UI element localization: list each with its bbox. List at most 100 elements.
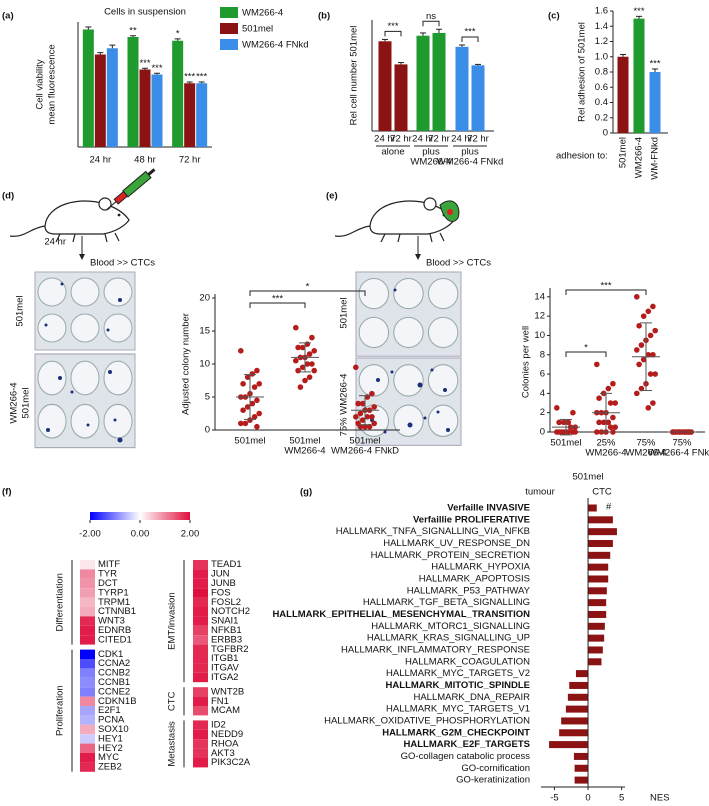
heat-cell bbox=[80, 687, 95, 697]
gene-label: PIK3C2A bbox=[211, 757, 251, 768]
heat-cell bbox=[193, 588, 208, 598]
illustrations bbox=[9, 168, 462, 449]
bracket bbox=[565, 351, 607, 357]
data-point bbox=[645, 308, 652, 315]
bar bbox=[588, 610, 607, 618]
y-tick-label: 5 bbox=[205, 392, 210, 403]
bar bbox=[588, 563, 609, 571]
bar bbox=[151, 74, 163, 147]
bar bbox=[573, 752, 589, 760]
y-axis-label: Colonies per well bbox=[521, 326, 532, 398]
group-label: Metastasis bbox=[167, 721, 178, 767]
data-point bbox=[640, 356, 647, 363]
y-tick-label: 1.4 bbox=[595, 21, 608, 32]
data-point bbox=[610, 380, 616, 387]
gene-label: MITF bbox=[98, 559, 120, 570]
y-tick-label: 6 bbox=[540, 369, 545, 380]
y-tick-label: 0 bbox=[205, 425, 210, 436]
data-point bbox=[652, 327, 658, 334]
bar bbox=[588, 622, 605, 630]
data-point bbox=[371, 420, 378, 427]
heat-cell bbox=[193, 616, 208, 626]
data-point bbox=[254, 423, 260, 430]
heat-cell bbox=[80, 724, 95, 735]
bar bbox=[574, 776, 589, 784]
gene-label: JUNB bbox=[211, 578, 236, 589]
y-tick-label: 0.6 bbox=[595, 82, 608, 93]
significance: *** bbox=[464, 26, 475, 37]
heat-cell bbox=[193, 739, 208, 749]
heat-cell bbox=[193, 672, 208, 683]
data-point bbox=[238, 420, 244, 427]
row-label: Verfaillie PROLIFERATIVE bbox=[413, 514, 530, 525]
gene-label: HEY2 bbox=[98, 743, 123, 754]
row-label: HALLMARK_EPITHELIAL_MESENCHYMAL_TRANSITI… bbox=[272, 609, 530, 620]
bar bbox=[471, 65, 485, 131]
data-point bbox=[634, 347, 640, 353]
significance: *** bbox=[196, 72, 207, 83]
heat-cell bbox=[193, 578, 208, 589]
bar bbox=[588, 551, 611, 559]
data-point bbox=[612, 400, 618, 406]
heat-cell bbox=[80, 743, 95, 753]
gene-label: ITGB1 bbox=[211, 653, 238, 664]
x-tick-label: 501mel bbox=[289, 436, 320, 447]
data-point bbox=[247, 417, 253, 423]
bar bbox=[588, 575, 609, 583]
x-tick-label: WM266-4 FNkD bbox=[648, 448, 709, 459]
significance: *** bbox=[184, 72, 195, 83]
data-point bbox=[297, 384, 304, 390]
bar bbox=[588, 504, 597, 512]
gene-label: NEDD9 bbox=[211, 729, 243, 740]
row-label: HALLMARK_TGF_BETA_SIGNALLING bbox=[363, 597, 530, 608]
column-label: tumour bbox=[525, 487, 555, 498]
row-label: HALLMARK_MTORC1_SIGNALLING bbox=[371, 621, 530, 632]
significance: * bbox=[306, 282, 310, 293]
gene-label: FN1 bbox=[211, 696, 229, 707]
data-point bbox=[554, 405, 560, 411]
gene-label: CDKN1B bbox=[98, 696, 137, 707]
x-tick-label: 24 hr bbox=[412, 134, 434, 145]
gene-label: TYR bbox=[98, 569, 117, 580]
gene-label: WNT2B bbox=[211, 686, 244, 697]
row-label: HALLMARK_KRAS_SIGNALLING_UP bbox=[367, 633, 530, 644]
group-label: EMT/invasion bbox=[167, 592, 178, 650]
data-point bbox=[645, 405, 652, 411]
bar bbox=[94, 54, 106, 147]
heat-cell bbox=[80, 659, 95, 669]
caption: Blood >> CTCs bbox=[426, 258, 491, 269]
significance: *** bbox=[600, 281, 611, 292]
y-tick-label: 10 bbox=[199, 359, 210, 370]
data-point bbox=[647, 371, 654, 377]
data-point bbox=[240, 407, 246, 414]
data-point bbox=[244, 404, 251, 410]
x-tick-label: 24 hr bbox=[90, 155, 112, 166]
bar bbox=[549, 741, 589, 749]
data-point bbox=[306, 374, 313, 381]
y-tick-label: 0 bbox=[603, 128, 608, 139]
group-label: WM266-4 bbox=[410, 157, 451, 168]
y-tick-label: 1.0 bbox=[595, 51, 608, 62]
data-point bbox=[594, 429, 600, 435]
gene-label: AKT3 bbox=[211, 748, 235, 759]
data-point bbox=[242, 420, 249, 427]
data-point bbox=[306, 351, 313, 357]
y-tick-label: 0.4 bbox=[595, 97, 608, 108]
data-point bbox=[638, 342, 645, 348]
data-point bbox=[369, 390, 375, 397]
x-axis-label: NES bbox=[650, 793, 670, 804]
heat-cell bbox=[80, 649, 95, 659]
column-label: CTC bbox=[592, 487, 612, 498]
data-point bbox=[634, 390, 640, 397]
gene-label: MCAM bbox=[211, 705, 240, 716]
row-label: HALLMARK_OXIDATIVE_PHOSPHORYLATION bbox=[324, 715, 530, 726]
row-label: GO-keratinization bbox=[456, 775, 530, 786]
panel-label: (b) bbox=[318, 11, 330, 22]
plate-label: 501mel bbox=[339, 297, 350, 328]
data-point bbox=[249, 400, 256, 407]
legend-swatch bbox=[220, 23, 238, 34]
row-label: HALLMARK_UV_RESPONSE_DN bbox=[383, 538, 530, 549]
gene-label: MYC bbox=[98, 752, 119, 763]
data-point bbox=[364, 414, 371, 420]
data-point bbox=[249, 371, 256, 377]
